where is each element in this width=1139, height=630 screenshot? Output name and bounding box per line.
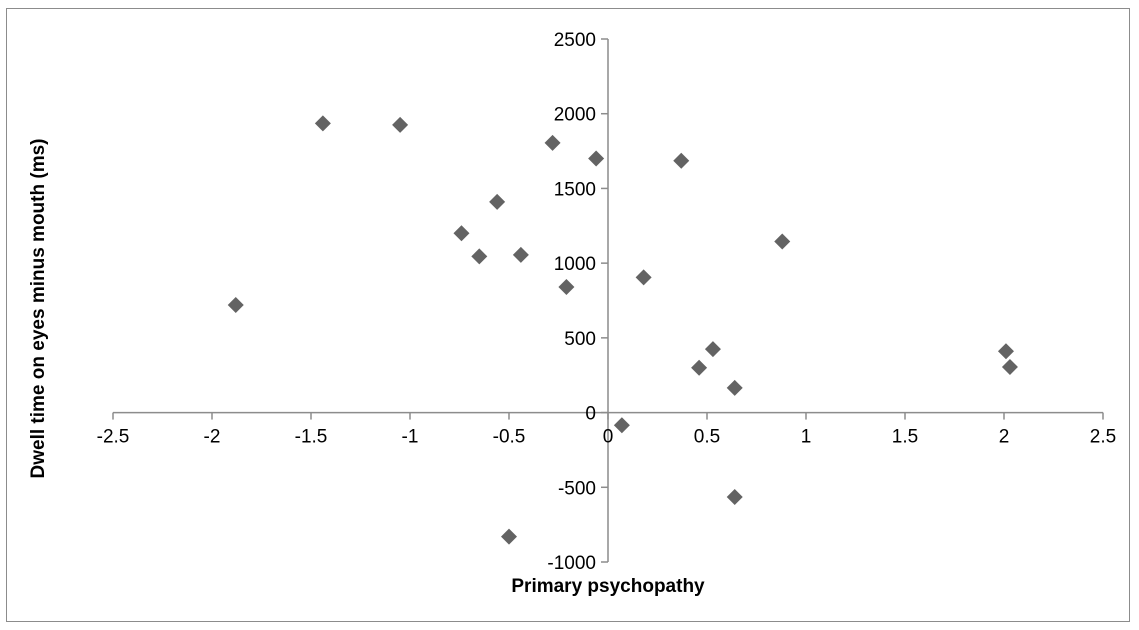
y-tick-label: -1000	[547, 553, 596, 574]
data-point	[501, 528, 517, 545]
x-tick-label: 1.5	[892, 427, 918, 448]
scatter-chart: -2.5 -2 -1.5 -1 -0.5 0 0.5 1 1.5 2 2.5 -1000 -500 0 50…	[28, 30, 1116, 597]
x-tick-label: -0.5	[493, 427, 526, 448]
y-tick-label: -500	[558, 478, 596, 499]
x-tick-label: -1	[402, 427, 419, 448]
data-point	[691, 359, 708, 376]
x-axis-title: Primary psychopathy	[511, 576, 705, 597]
y-tick-label: 2500	[554, 30, 596, 51]
y-tick-label: 0	[585, 404, 596, 425]
data-point	[471, 248, 488, 265]
data-point	[392, 116, 409, 133]
x-tick-label: 0.5	[694, 427, 720, 448]
data-point	[726, 488, 743, 505]
data-point	[558, 279, 575, 296]
data-point	[227, 296, 244, 313]
data-point	[544, 134, 561, 151]
data-point	[704, 341, 721, 358]
chart-frame: -2.5 -2 -1.5 -1 -0.5 0 0.5 1 1.5 2 2.5 -1000 -500 0 50…	[6, 8, 1130, 622]
y-axis-title: Dwell time on eyes minus mouth (ms)	[28, 139, 49, 479]
x-tick-label: 0	[603, 427, 614, 448]
y-tick-label: 1500	[554, 179, 596, 200]
data-point	[774, 233, 791, 250]
y-tick-label: 1000	[554, 254, 596, 275]
x-tick-label: 1	[801, 427, 812, 448]
data-point	[635, 269, 652, 286]
data-point	[314, 115, 331, 132]
data-point	[453, 225, 470, 242]
x-tick-label: -2.5	[97, 427, 130, 448]
x-tick-label: -1.5	[295, 427, 328, 448]
data-point	[489, 193, 506, 210]
x-tick-label: 2	[999, 427, 1010, 448]
data-point	[613, 417, 630, 434]
data-point	[997, 343, 1014, 360]
data-point	[673, 152, 690, 169]
data-point	[512, 246, 529, 263]
y-tick-label: 500	[564, 329, 596, 350]
x-tick-label: -2	[204, 427, 221, 448]
data-point	[588, 150, 605, 167]
data-point	[726, 379, 743, 396]
x-tick-label: 2.5	[1090, 427, 1116, 448]
data-point	[1001, 358, 1018, 375]
y-tick-label: 2000	[554, 105, 596, 126]
